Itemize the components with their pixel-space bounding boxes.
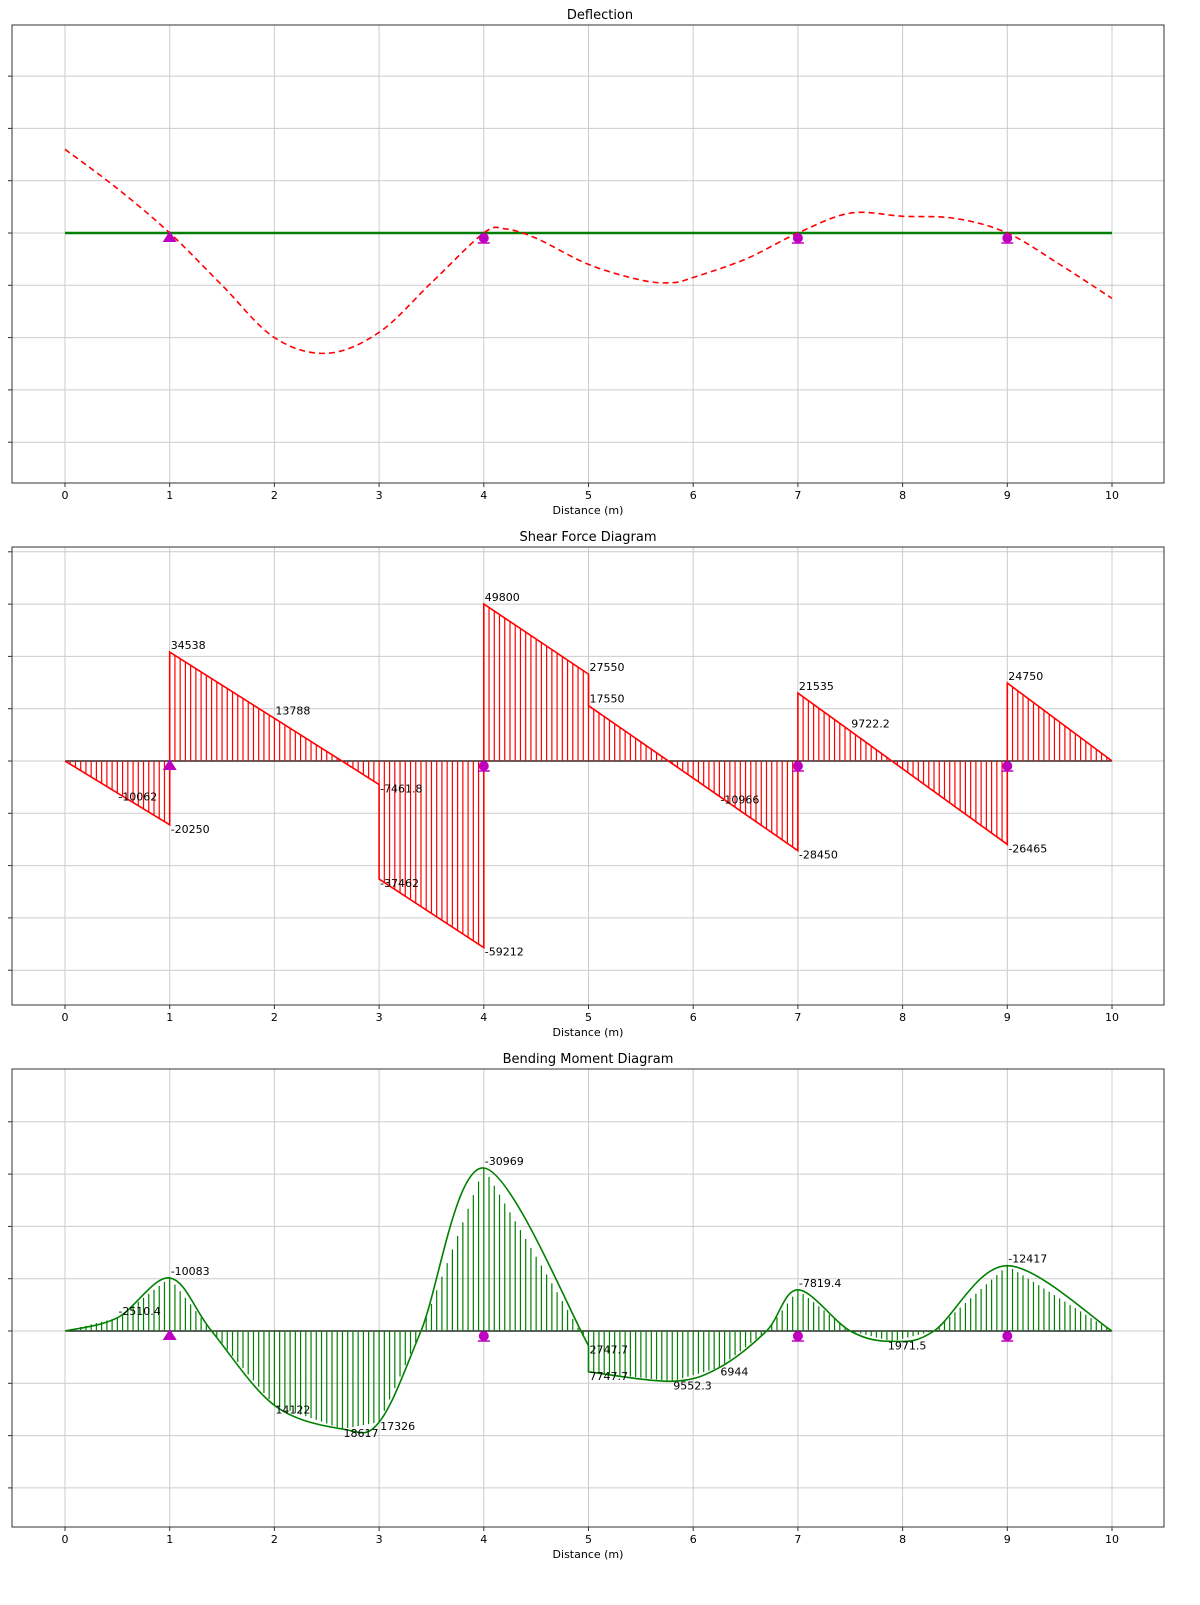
x-axis-label: Distance (m): [553, 1548, 624, 1561]
value-label: -10083: [171, 1265, 210, 1278]
value-label: -20250: [171, 823, 210, 836]
value-label: 17550: [590, 693, 625, 706]
value-label: -7819.4: [799, 1277, 841, 1290]
x-tick-label: 8: [899, 1011, 906, 1024]
value-label: 9722.2: [851, 717, 890, 730]
supports: [162, 231, 1014, 244]
x-tick-label: 1: [166, 1533, 173, 1546]
x-tick-label: 0: [62, 1533, 69, 1546]
deflection-chart: Deflection 0 1 2 3 4 5 6 7 8 9 10 Distance (m): [8, 8, 1165, 517]
x-axis-ticks: 0 1 2 3 4 5 6 7 8 9 10: [8, 75, 1119, 502]
x-tick-label: 5: [585, 489, 592, 502]
x-tick-label: 6: [690, 489, 697, 502]
pin-support-icon: [162, 759, 177, 770]
roller-support-icon: [478, 233, 489, 243]
chart-title: Shear Force Diagram: [519, 530, 656, 545]
x-tick-label: 7: [794, 1011, 801, 1024]
x-tick-label: 1: [166, 489, 173, 502]
x-tick-label: 4: [480, 1533, 487, 1546]
x-tick-label: 6: [690, 1533, 697, 1546]
grid: [12, 25, 1164, 483]
x-tick-label: 2: [271, 1011, 278, 1024]
roller-support-icon: [1002, 233, 1013, 243]
x-axis-ticks: 0 1 2 3 4 5 6 7 8 9 10: [8, 1121, 1119, 1546]
chart-title: Bending Moment Diagram: [503, 1052, 674, 1067]
value-label: 14122: [275, 1403, 310, 1416]
x-tick-label: 4: [480, 1011, 487, 1024]
deflection-curve: [64, 148, 1113, 355]
x-tick-label: 8: [899, 489, 906, 502]
roller-support-icon: [478, 761, 489, 771]
plot-area: [64, 1167, 1113, 1434]
value-label: -7461.8: [380, 783, 422, 796]
x-tick-label: 9: [1004, 1011, 1011, 1024]
value-label: -59212: [485, 946, 524, 959]
value-label: 2747.7: [590, 1343, 629, 1356]
value-label: 34538: [171, 639, 206, 652]
x-tick-label: 8: [899, 1533, 906, 1546]
x-axis-label: Distance (m): [553, 1026, 624, 1039]
x-tick-label: 10: [1105, 489, 1119, 502]
value-label: 6944: [720, 1366, 748, 1379]
roller-support-icon: [792, 233, 803, 243]
x-axis-ticks: 0 1 2 3 4 5 6 7 8 9 10: [8, 551, 1119, 1024]
x-tick-label: 7: [794, 1533, 801, 1546]
x-tick-label: 3: [376, 1011, 383, 1024]
value-label: -37462: [380, 877, 419, 890]
moment-outline: [64, 1167, 1113, 1434]
roller-support-icon: [792, 761, 803, 771]
shear-outline: [64, 602, 1113, 950]
x-tick-label: 10: [1105, 1533, 1119, 1546]
value-label: 24750: [1008, 670, 1043, 683]
x-axis-label: Distance (m): [553, 504, 624, 517]
value-label: 49800: [485, 591, 520, 604]
chart-title: Deflection: [567, 8, 633, 23]
value-label: 1971.5: [888, 1339, 927, 1352]
value-label: 18617: [343, 1427, 378, 1440]
value-label: -28450: [799, 849, 838, 862]
value-label: 17326: [380, 1420, 415, 1433]
value-label: 9552.3: [673, 1379, 712, 1392]
x-tick-label: 4: [480, 489, 487, 502]
pin-support-icon: [162, 231, 177, 242]
x-tick-label: 9: [1004, 489, 1011, 502]
x-tick-label: 0: [62, 1011, 69, 1024]
x-tick-label: 3: [376, 489, 383, 502]
value-label: -12417: [1008, 1253, 1047, 1266]
value-label: -2510.4: [118, 1305, 160, 1318]
x-tick-label: 7: [794, 489, 801, 502]
roller-support-icon: [1002, 761, 1013, 771]
x-tick-label: 10: [1105, 1011, 1119, 1024]
value-label: 7747.7: [590, 1370, 629, 1383]
x-tick-label: 2: [271, 1533, 278, 1546]
plot-area: [64, 148, 1113, 355]
x-tick-label: 9: [1004, 1533, 1011, 1546]
x-tick-label: 0: [62, 489, 69, 502]
value-label: -30969: [485, 1155, 524, 1168]
value-label: -10966: [720, 794, 759, 807]
x-tick-label: 1: [166, 1011, 173, 1024]
value-label: -10062: [118, 791, 157, 804]
value-label: 27550: [590, 661, 625, 674]
x-tick-label: 6: [690, 1011, 697, 1024]
supports: [162, 759, 1014, 772]
x-tick-label: 2: [271, 489, 278, 502]
value-label: 13788: [275, 705, 310, 718]
roller-support-icon: [792, 1331, 803, 1341]
value-label: 21535: [799, 680, 834, 693]
x-tick-label: 5: [585, 1533, 592, 1546]
x-tick-label: 3: [376, 1533, 383, 1546]
roller-support-icon: [1002, 1331, 1013, 1341]
shear-force-chart: Shear Force Diagram -10062-2025034538137…: [8, 530, 1165, 1039]
bending-moment-chart: Bending Moment Diagram -2510.4 -10083 1412…: [8, 1052, 1165, 1561]
pin-support-icon: [162, 1329, 177, 1340]
value-label: -26465: [1008, 842, 1047, 855]
plot-area: [64, 602, 1113, 950]
supports: [162, 1329, 1014, 1342]
roller-support-icon: [478, 1331, 489, 1341]
x-tick-label: 5: [585, 1011, 592, 1024]
value-annotations: -10062 -20250 34538 13788 -7461.8 -37462 -5921…: [118, 591, 1047, 959]
